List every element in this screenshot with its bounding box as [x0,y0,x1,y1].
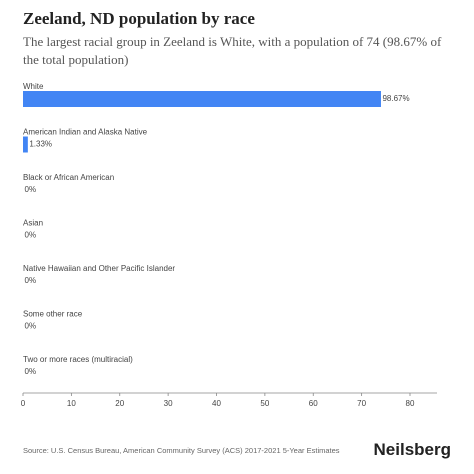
x-tick-label: 0 [21,399,26,408]
brand-logo: Neilsberg [373,440,451,459]
bar [23,136,28,153]
category-label: White [23,82,44,91]
category-label: American Indian and Alaska Native [23,128,148,137]
value-label: 0% [25,231,37,240]
value-label: 0% [25,185,37,194]
chart-title: Zeeland, ND population by race [23,9,255,28]
x-tick-label: 70 [357,399,366,408]
category-label: Native Hawaiian and Other Pacific Island… [23,264,175,273]
value-label: 98.67% [382,94,409,103]
category-label: Two or more races (multiracial) [23,355,133,364]
chart-subtitle: The largest racial group in Zeeland is W… [23,34,442,67]
x-tick-label: 20 [115,399,124,408]
x-tick-label: 10 [67,399,76,408]
x-tick-label: 30 [164,399,173,408]
category-label: Some other race [23,310,83,319]
x-tick-label: 80 [406,399,415,408]
source-note: Source: U.S. Census Bureau, American Com… [23,446,340,455]
value-label: 0% [25,276,37,285]
value-label: 0% [25,367,37,376]
value-label: 0% [25,322,37,331]
bar [23,91,381,107]
x-tick-label: 40 [212,399,221,408]
x-tick-label: 60 [309,399,318,408]
value-label: 1.33% [29,140,52,149]
category-label: Black or African American [23,173,114,182]
x-tick-label: 50 [260,399,269,408]
category-label: Asian [23,219,43,228]
